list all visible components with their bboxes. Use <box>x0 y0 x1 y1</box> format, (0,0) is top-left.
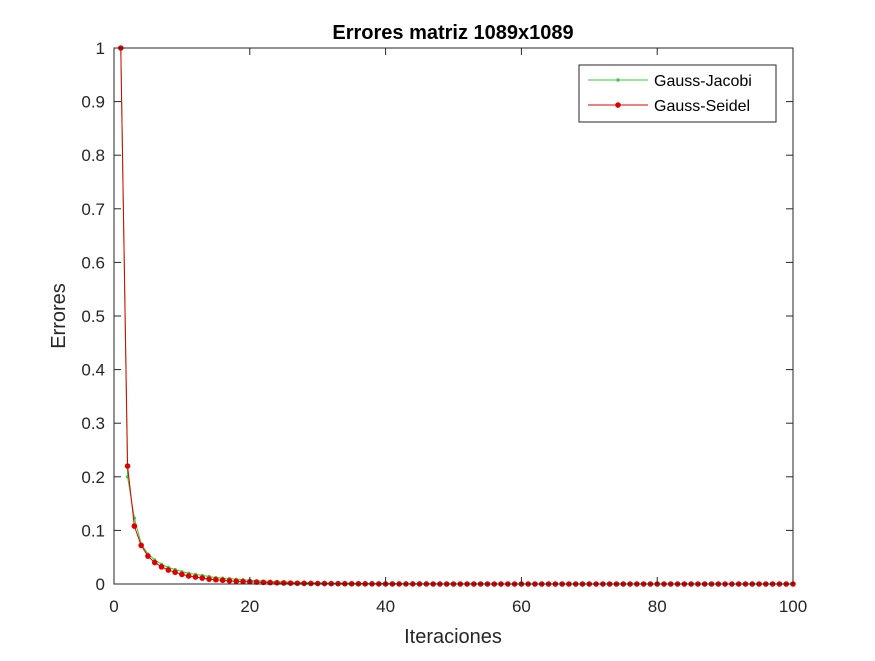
data-point-gauss-seidel <box>151 559 158 566</box>
y-tick-label: 0.5 <box>81 307 105 326</box>
y-tick-label: 0.7 <box>81 200 105 219</box>
y-tick-label: 0 <box>96 575 105 594</box>
legend-marker-gauss-jacobi <box>616 78 620 82</box>
data-point-gauss-seidel <box>131 523 138 529</box>
legend-marker-gauss-seidel <box>615 102 621 108</box>
data-point-gauss-seidel <box>240 578 246 585</box>
data-point-gauss-seidel <box>226 577 233 584</box>
y-axis-title: Errores <box>48 283 70 349</box>
data-point-gauss-seidel <box>280 580 287 586</box>
legend-box <box>578 64 777 123</box>
data-point-gauss-seidel <box>206 576 212 582</box>
chart-title: Errores matriz 1089x1089 <box>332 22 573 44</box>
x-tick-label: 100 <box>779 597 807 616</box>
y-tick-label: 0.9 <box>81 93 105 112</box>
x-tick-label: 60 <box>512 597 531 616</box>
data-point-gauss-seidel <box>308 580 314 587</box>
plot-area <box>114 48 793 584</box>
data-point-gauss-seidel <box>287 580 294 586</box>
data-point-gauss-seidel <box>301 580 307 587</box>
data-point-gauss-seidel <box>185 573 192 579</box>
x-axis-title: Iteraciones <box>404 626 502 648</box>
x-tick-label: 40 <box>376 597 395 616</box>
data-point-gauss-seidel <box>172 569 178 576</box>
data-point-gauss-seidel <box>179 571 185 578</box>
x-tick-label: 0 <box>109 597 118 616</box>
data-point-gauss-seidel <box>138 542 144 549</box>
data-point-gauss-seidel <box>192 574 199 580</box>
legend-label-gauss-jacobi: Gauss-Jacobi <box>654 73 752 90</box>
data-point-gauss-seidel <box>158 564 165 570</box>
data-point-gauss-seidel <box>165 567 172 573</box>
y-tick-label: 0.1 <box>81 521 105 540</box>
legend: Gauss-Jacobi Gauss-Seidel <box>578 64 777 123</box>
data-point-gauss-seidel <box>267 579 273 586</box>
data-point-gauss-seidel <box>213 576 219 583</box>
y-tick-label: 0.4 <box>81 361 105 380</box>
data-point-gauss-seidel <box>219 577 226 584</box>
y-tick-label: 0.8 <box>81 146 105 165</box>
data-point-gauss-seidel <box>124 463 131 469</box>
data-point-gauss-seidel <box>199 575 206 581</box>
axes-layer: 0 20 40 60 80 100 0 0.1 0.2 0.3 0.4 0.5 0.6 0.7 0.8 0.9… <box>81 39 807 616</box>
legend-label-gauss-seidel: Gauss-Seidel <box>654 98 750 115</box>
y-tick-label: 1 <box>96 39 105 58</box>
y-tick-label: 0.6 <box>81 253 105 272</box>
data-point-gauss-seidel <box>233 578 240 585</box>
data-point-gauss-seidel <box>145 553 151 559</box>
x-tick-label: 20 <box>240 597 259 616</box>
data-point-gauss-seidel <box>274 580 280 586</box>
x-tick-label: 80 <box>648 597 667 616</box>
y-tick-label: 0.2 <box>81 468 105 487</box>
data-point-gauss-seidel <box>294 580 301 587</box>
y-tick-label: 0.3 <box>81 414 105 433</box>
